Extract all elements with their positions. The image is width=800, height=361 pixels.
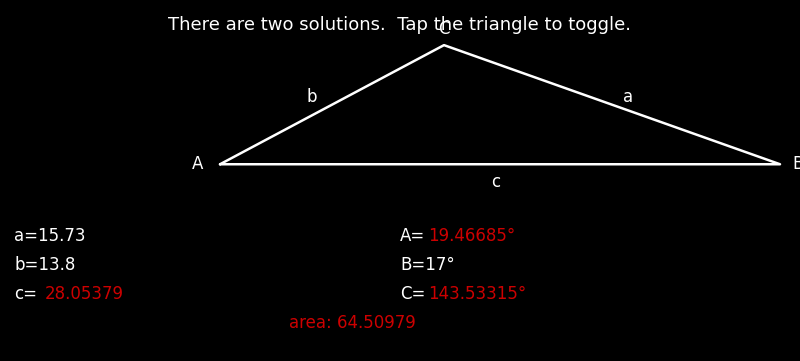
Text: 28.05379: 28.05379 <box>45 285 124 303</box>
Text: B=17°: B=17° <box>400 256 454 274</box>
Text: B: B <box>792 155 800 173</box>
Text: c: c <box>491 173 501 191</box>
Text: a=15.73: a=15.73 <box>14 227 86 245</box>
Text: b=13.8: b=13.8 <box>14 256 76 274</box>
Text: a: a <box>623 88 633 106</box>
Text: A=: A= <box>400 227 426 245</box>
Text: area: 64.50979: area: 64.50979 <box>289 314 415 332</box>
Text: There are two solutions.  Tap the triangle to toggle.: There are two solutions. Tap the triangl… <box>169 16 631 34</box>
Text: b: b <box>306 88 318 106</box>
Text: 143.53315°: 143.53315° <box>428 285 526 303</box>
Text: 19.46685°: 19.46685° <box>428 227 515 245</box>
Text: C: C <box>438 20 450 38</box>
Text: A: A <box>192 155 203 173</box>
Text: c=: c= <box>14 285 38 303</box>
Text: C=: C= <box>400 285 426 303</box>
